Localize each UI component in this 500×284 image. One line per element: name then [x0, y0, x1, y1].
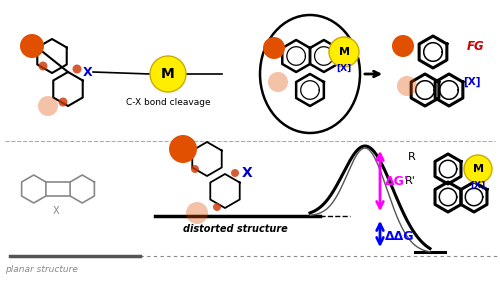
Circle shape: [329, 37, 359, 67]
Circle shape: [58, 97, 68, 106]
Circle shape: [191, 165, 199, 173]
Text: [X]: [X]: [463, 77, 480, 87]
Text: M: M: [472, 164, 484, 174]
Text: M: M: [338, 47, 349, 57]
Circle shape: [231, 169, 239, 177]
Circle shape: [397, 76, 417, 96]
Ellipse shape: [260, 15, 360, 133]
Text: [X]: [X]: [470, 181, 486, 189]
Text: X: X: [242, 166, 252, 180]
Circle shape: [38, 62, 48, 70]
Circle shape: [38, 96, 58, 116]
Text: R: R: [408, 152, 416, 162]
Text: M: M: [161, 67, 175, 81]
Text: ΔΔG: ΔΔG: [385, 229, 414, 243]
Circle shape: [464, 155, 492, 183]
Circle shape: [20, 34, 44, 58]
Text: planar structure: planar structure: [5, 266, 78, 275]
Text: C-X bond cleavage: C-X bond cleavage: [126, 97, 210, 106]
Text: ΔG': ΔG': [385, 174, 409, 187]
Text: FG: FG: [467, 39, 484, 53]
Text: [X]: [X]: [336, 64, 351, 72]
Text: R': R': [405, 176, 416, 186]
Text: X: X: [83, 66, 93, 78]
Circle shape: [169, 135, 197, 163]
Text: X: X: [52, 206, 60, 216]
Text: distorted structure: distorted structure: [182, 224, 288, 234]
Circle shape: [392, 35, 414, 57]
Circle shape: [213, 203, 221, 211]
Circle shape: [150, 56, 186, 92]
Circle shape: [186, 202, 208, 224]
Circle shape: [72, 64, 82, 74]
Circle shape: [268, 72, 288, 92]
Circle shape: [263, 37, 285, 59]
